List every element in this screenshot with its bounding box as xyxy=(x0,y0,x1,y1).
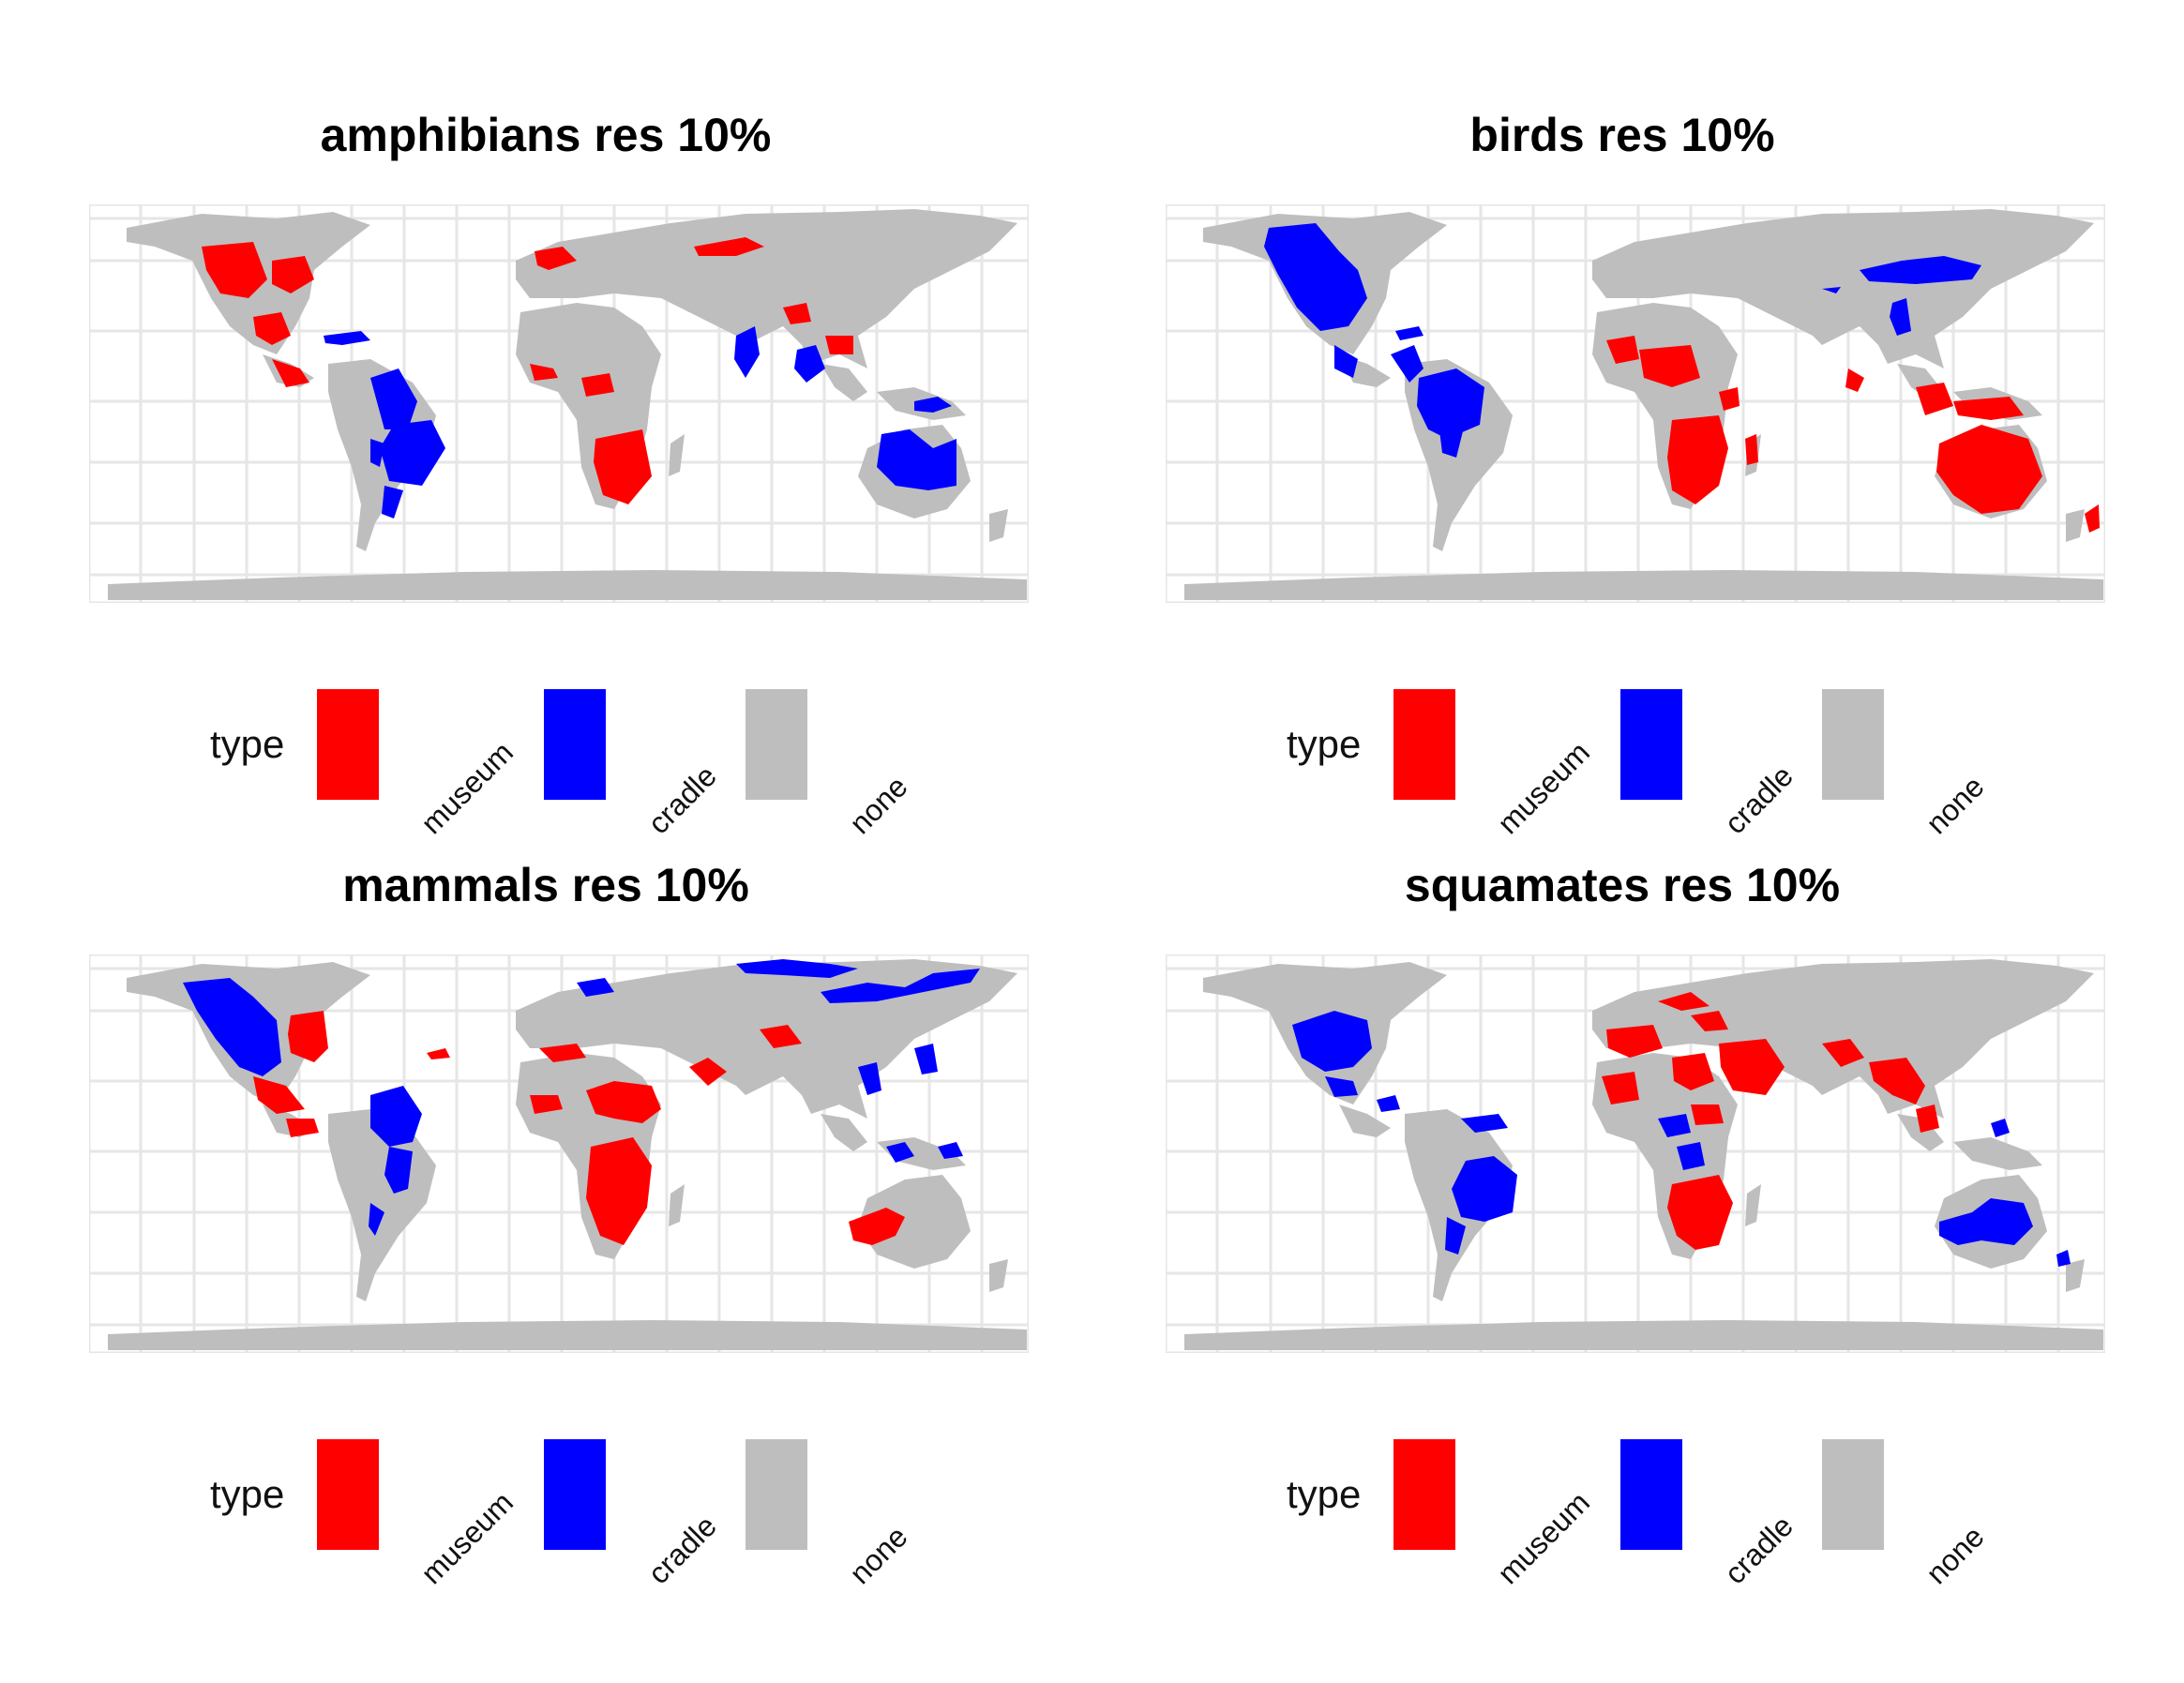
legend-title: type xyxy=(1287,722,1362,766)
museum-region xyxy=(1264,223,1981,458)
legend-label-none: none xyxy=(1919,1519,1991,1591)
legend: type museum cradle none xyxy=(1077,684,2168,872)
legend-label-cradle: cradle xyxy=(640,1509,723,1591)
legend: type museum cradle none xyxy=(1077,1435,2168,1622)
legend-title: type xyxy=(210,722,285,766)
world-map xyxy=(89,954,1029,1353)
museum-region xyxy=(1292,1011,2071,1267)
legend-label-museum: museum xyxy=(414,1485,520,1591)
panel-title: squamates res 10% xyxy=(1404,859,1841,911)
legend-label-museum: museum xyxy=(1490,1485,1597,1591)
legend-key-cradle xyxy=(317,1439,379,1550)
land-mass xyxy=(1339,1104,1391,1137)
museum-region xyxy=(324,326,956,518)
land-mass xyxy=(1733,978,1766,992)
world-map xyxy=(1166,954,2105,1353)
cradle-region xyxy=(1602,992,1939,1250)
map-svg xyxy=(1166,954,2105,1353)
panel-squamates: squamates res 10% xyxy=(1077,750,2168,1590)
land-mass xyxy=(669,1184,685,1226)
legend-key-cradle xyxy=(1393,1439,1455,1550)
land-mass xyxy=(1953,1137,2042,1170)
land-mass xyxy=(108,1320,1027,1350)
cradle-region xyxy=(1606,336,2100,533)
legend-key-cradle xyxy=(1393,689,1455,800)
legend-label-cradle: cradle xyxy=(1717,1509,1800,1591)
land-mass xyxy=(2066,509,2085,542)
land-mass xyxy=(989,509,1008,542)
museum-region xyxy=(183,959,980,1236)
legend-key-museum xyxy=(1620,689,1682,800)
cradle-region xyxy=(253,1011,905,1245)
panel-title: mammals res 10% xyxy=(342,859,749,911)
map-svg xyxy=(89,954,1029,1353)
legend-title: type xyxy=(1287,1472,1362,1516)
land-mass xyxy=(1745,1184,1761,1226)
world-map xyxy=(89,204,1029,603)
legend-key-museum xyxy=(544,689,606,800)
panel-title: birds res 10% xyxy=(1469,109,1775,161)
land-mass xyxy=(821,364,867,401)
legend-label-none: none xyxy=(842,1519,914,1591)
legend-key-none xyxy=(746,1439,807,1550)
land-mass xyxy=(669,434,685,476)
land-mass xyxy=(989,1259,1008,1292)
land-mass xyxy=(1592,959,2094,1119)
land-mass xyxy=(516,209,1017,368)
land-mass xyxy=(656,228,689,242)
land-mass xyxy=(1184,1320,2103,1350)
legend: type museum cradle none xyxy=(0,684,1092,872)
land-mass xyxy=(656,978,689,992)
land-mass xyxy=(858,1175,971,1269)
land-mass xyxy=(1184,570,2103,600)
legend-key-none xyxy=(1822,1439,1884,1550)
land-mass xyxy=(108,570,1027,600)
panel-mammals: mammals res 10% xyxy=(0,750,1092,1590)
legend-title: type xyxy=(210,1472,285,1516)
map-svg xyxy=(1166,204,2105,603)
panel-birds: birds res 10% xyxy=(1077,0,2168,840)
land-mass xyxy=(1733,228,1766,242)
legend-key-museum xyxy=(544,1439,606,1550)
legend-key-none xyxy=(746,689,807,800)
legend-key-museum xyxy=(1620,1439,1682,1550)
land-mass xyxy=(2066,1259,2085,1292)
cradle-region xyxy=(202,237,853,504)
panel-title: amphibians res 10% xyxy=(320,109,772,161)
legend-key-none xyxy=(1822,689,1884,800)
map-svg xyxy=(89,204,1029,603)
legend: type museum cradle none xyxy=(0,1435,1092,1622)
land-mass xyxy=(1592,209,2094,368)
legend-key-cradle xyxy=(317,689,379,800)
land-mass xyxy=(821,1114,867,1151)
world-map xyxy=(1166,204,2105,603)
panel-amphibians: amphibians res 10% xyxy=(0,0,1092,840)
